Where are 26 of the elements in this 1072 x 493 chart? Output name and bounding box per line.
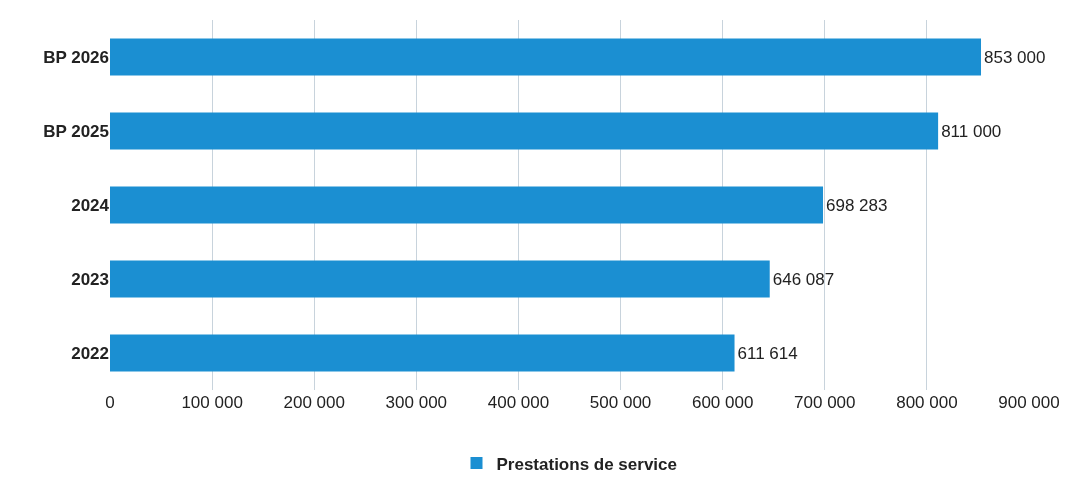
legend-label: Prestations de service <box>496 454 677 474</box>
bar <box>110 334 735 372</box>
y-tick-label: 2024 <box>71 195 110 215</box>
bar <box>110 260 770 298</box>
x-tick-label: 100 000 <box>181 393 243 412</box>
x-tick-label: 400 000 <box>487 393 550 412</box>
data-label: 646 087 <box>772 269 835 289</box>
y-tick-label: 2022 <box>71 343 109 363</box>
y-tick-label: 2023 <box>71 269 109 289</box>
data-label: 811 000 <box>941 121 1002 141</box>
x-tick-label: 900 000 <box>998 393 1060 412</box>
bar <box>110 186 824 224</box>
y-tick-label: BP 2026 <box>43 47 109 67</box>
x-tick-label: 600 000 <box>691 393 754 412</box>
y-tick-label: BP 2025 <box>43 121 109 141</box>
data-label: 698 283 <box>826 195 888 215</box>
data-label: 611 614 <box>737 343 798 363</box>
data-label: 853 000 <box>984 47 1046 67</box>
x-tick-label: 300 000 <box>385 393 448 412</box>
bar <box>110 38 982 76</box>
x-tick-label: 500 000 <box>589 393 652 412</box>
x-tick-label: 700 000 <box>794 393 856 412</box>
x-tick-label: 200 000 <box>283 393 345 412</box>
x-tick-label: 800 000 <box>896 393 958 412</box>
x-tick-label: 0 <box>105 393 115 412</box>
bar <box>110 112 939 150</box>
